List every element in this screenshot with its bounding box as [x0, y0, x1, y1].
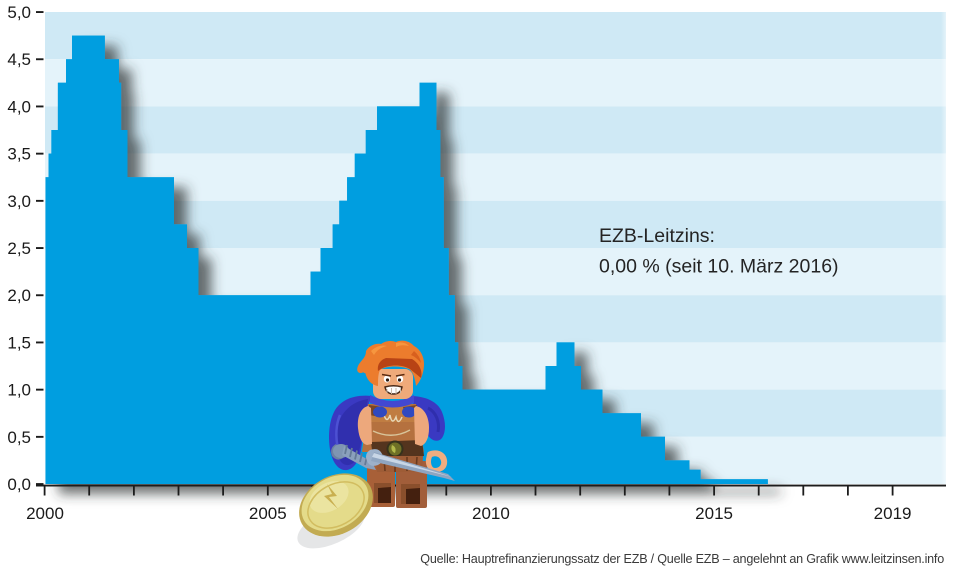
- svg-text:0,0: 0,0: [7, 475, 31, 494]
- svg-text:2,0: 2,0: [7, 286, 31, 305]
- svg-text:2005: 2005: [249, 504, 287, 523]
- svg-text:0,00 % (seit 10. März 2016): 0,00 % (seit 10. März 2016): [599, 256, 839, 278]
- svg-text:3,5: 3,5: [7, 145, 31, 164]
- svg-text:2000: 2000: [26, 504, 64, 523]
- svg-text:0,5: 0,5: [7, 428, 31, 447]
- svg-text:Quelle: Hauptrefinanzierungssa: Quelle: Hauptrefinanzierungssatz der EZB…: [420, 552, 944, 566]
- svg-text:2015: 2015: [695, 504, 733, 523]
- svg-text:5,0: 5,0: [7, 3, 31, 22]
- svg-text:1,0: 1,0: [7, 381, 31, 400]
- svg-text:EZB-Leitzins:: EZB-Leitzins:: [599, 225, 715, 247]
- svg-text:4,0: 4,0: [7, 97, 31, 116]
- svg-text:2010: 2010: [472, 504, 510, 523]
- svg-text:2,5: 2,5: [7, 239, 31, 258]
- svg-text:2019: 2019: [874, 504, 912, 523]
- svg-text:1,5: 1,5: [7, 333, 31, 352]
- svg-text:4,5: 4,5: [7, 50, 31, 69]
- svg-text:3,0: 3,0: [7, 192, 31, 211]
